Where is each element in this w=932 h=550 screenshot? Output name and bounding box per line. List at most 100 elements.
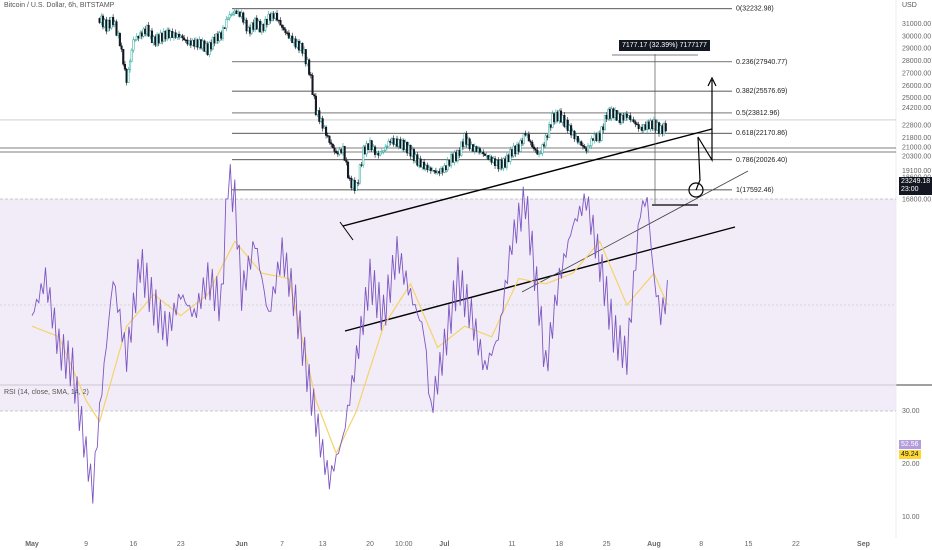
candle-body (237, 11, 240, 14)
candle-body (267, 13, 270, 25)
candle-body (564, 119, 568, 127)
candle-body (497, 160, 500, 170)
candle-body (635, 123, 639, 126)
candle-body (221, 27, 225, 39)
candle-body (421, 161, 424, 168)
candle-body (664, 123, 667, 132)
candle-body (558, 110, 561, 122)
price-tick-label: 16800.00 (902, 197, 931, 204)
candle-body (402, 140, 405, 151)
candle-body (407, 144, 410, 154)
candle-body (365, 143, 368, 155)
candle-body (414, 154, 417, 162)
candle-body (404, 141, 407, 151)
candle-body (137, 36, 140, 39)
candle-body (368, 140, 372, 150)
candle-body (125, 68, 128, 83)
candle-body (277, 19, 280, 22)
candle-body (230, 14, 233, 16)
time-tick-label: 11 (508, 541, 515, 548)
candle-body (624, 113, 627, 121)
time-tick-label: 15 (745, 541, 753, 548)
time-tick-label: 25 (603, 541, 611, 548)
candle-body (575, 136, 578, 140)
candle-body (395, 138, 399, 147)
candle-body (532, 146, 535, 150)
rsi-title: RSI (14, close, SMA, 14, 2) (4, 389, 89, 396)
candle-body (220, 32, 223, 39)
candle-body (205, 43, 208, 52)
candle-body (465, 133, 468, 145)
candle-body (232, 12, 235, 15)
candle-body (276, 12, 279, 21)
candle-body (362, 146, 365, 166)
candle-body (299, 42, 302, 51)
candle-body (644, 124, 647, 130)
candle-body (184, 39, 187, 41)
candle-body (145, 24, 148, 35)
candle-body (537, 153, 541, 155)
time-tick-label: Jul (439, 541, 449, 548)
candle-body (614, 110, 617, 118)
candle-body (438, 170, 441, 174)
candle-body (147, 24, 150, 37)
candle-body (619, 113, 622, 124)
candle-body (191, 39, 194, 46)
price-tick-label: 28000.00 (902, 58, 931, 65)
price-tick-label: 24200.00 (902, 105, 931, 112)
candle-body (272, 13, 275, 19)
candle-body (610, 108, 613, 119)
candle-body (632, 119, 635, 123)
candle-body (409, 144, 412, 157)
candle-body (100, 15, 103, 23)
candle-body (461, 141, 464, 147)
candle-body (259, 20, 262, 33)
candle-body (348, 177, 351, 179)
candle-body (617, 113, 620, 121)
candle-body (274, 12, 277, 19)
last-price-badge: 23249.18 23:00 (899, 177, 932, 195)
candle-body (412, 149, 415, 162)
candle-body (429, 167, 432, 171)
candle-body (245, 19, 248, 32)
candle-body (181, 35, 184, 39)
candle-body (500, 160, 503, 169)
candle-body (330, 142, 333, 145)
candle-body (355, 182, 358, 191)
candle-body (551, 113, 554, 128)
price-tick-label: 21800.00 (902, 135, 931, 142)
candle-body (488, 156, 492, 160)
candle-body (443, 165, 446, 173)
candle-body (509, 149, 512, 162)
candle-body (661, 125, 664, 135)
candle-body (281, 25, 284, 28)
candle-body (637, 124, 640, 129)
candle-body (597, 132, 600, 141)
candle-body (536, 149, 539, 155)
candle-body (445, 165, 448, 170)
candle-body (583, 146, 586, 149)
candle-body (480, 151, 483, 154)
candle-body (561, 115, 564, 123)
candle-body (150, 30, 154, 43)
candle-body (581, 145, 584, 147)
candle-body (213, 36, 216, 44)
candle-body (159, 32, 162, 44)
price-tick-label: 19100.00 (902, 168, 931, 175)
candle-body (254, 17, 257, 30)
candle-body (600, 126, 603, 141)
candle-body (98, 18, 101, 23)
candle-body (629, 115, 632, 120)
candle-body (225, 19, 228, 29)
candle-body (380, 151, 383, 153)
candle-body (211, 36, 214, 50)
candle-body (316, 110, 319, 115)
candle-body (353, 180, 356, 191)
candle-body (164, 31, 167, 40)
candle-body (167, 29, 170, 38)
candle-body (377, 153, 380, 156)
candle-body (549, 124, 552, 128)
candle-body (189, 40, 192, 46)
candle-body (379, 151, 382, 156)
